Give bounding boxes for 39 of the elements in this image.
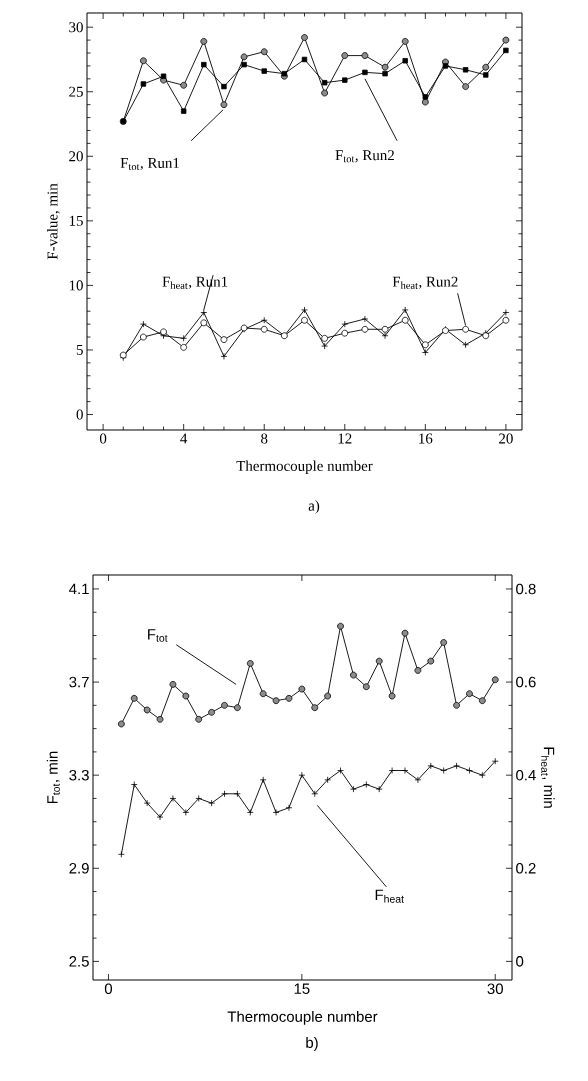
y2-tick-label: 0.2: [516, 862, 536, 874]
y-tick-label: 2.5: [69, 956, 89, 967]
text: b): [306, 1037, 318, 1051]
x-tick-label: 8: [261, 433, 268, 444]
series-label: F$_{heat}$, Run1: [162, 276, 228, 289]
x-tick-label: 16: [419, 433, 433, 444]
y-tick-label: 0: [76, 409, 83, 420]
y2-tick-label: 0.8: [516, 583, 536, 595]
y-tick-label: 20: [69, 151, 83, 162]
x-tick-label: 4: [180, 433, 188, 444]
y-tick-label: 2.9: [69, 862, 89, 874]
x-tick-label: 0: [99, 433, 107, 444]
x-tick-label: 12: [338, 433, 352, 444]
y-tick-label: 3.3: [69, 769, 89, 781]
y-axis-title: F$_{tot}$, min: [46, 751, 60, 804]
x-tick-label: 30: [487, 983, 503, 995]
text: a): [308, 500, 320, 514]
x-tick-label: 20: [499, 433, 513, 444]
y-tick-label: 5: [76, 344, 83, 355]
text: F$_{heat}$, Run2: [392, 276, 458, 289]
y-tick-label: 4.1: [69, 583, 89, 595]
text: F$_{tot}$: [148, 629, 168, 642]
x-axis-title: Thermocouple number: [236, 460, 373, 474]
x-tick-label: 0: [104, 983, 113, 995]
y-tick-label: 25: [69, 86, 83, 97]
y-axis-title: F-value, min: [47, 183, 60, 260]
y2-tick-label: 0.4: [516, 769, 536, 781]
legend-label: F$_{tot}$, Run1: [120, 157, 179, 171]
y-tick-label: 15: [69, 215, 83, 226]
y2-axis-title: F$_{heat}$, min: [541, 747, 555, 808]
y-tick-label: 3.7: [69, 676, 89, 688]
x-axis-title: Thermocouple number: [227, 1010, 378, 1025]
y2-tick-label: 0: [516, 956, 524, 967]
text: F$_{tot}$, Run2: [335, 150, 394, 163]
y-tick-label: 10: [69, 280, 83, 291]
y-tick-label: 30: [69, 22, 83, 33]
x-tick-label: 15: [294, 983, 310, 994]
text: F$_{heat}$: [375, 889, 404, 903]
y2-tick-label: 0.6: [516, 676, 536, 688]
